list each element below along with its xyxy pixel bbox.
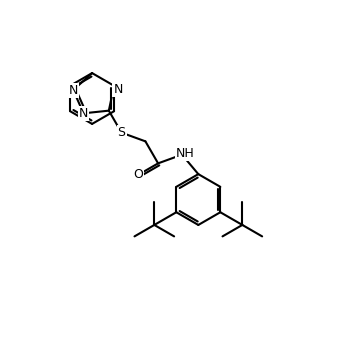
Text: N: N xyxy=(79,107,88,120)
Text: S: S xyxy=(117,126,126,139)
Text: N: N xyxy=(68,84,78,97)
Text: N: N xyxy=(113,83,123,96)
Text: O: O xyxy=(133,168,143,181)
Text: NH: NH xyxy=(176,147,194,160)
